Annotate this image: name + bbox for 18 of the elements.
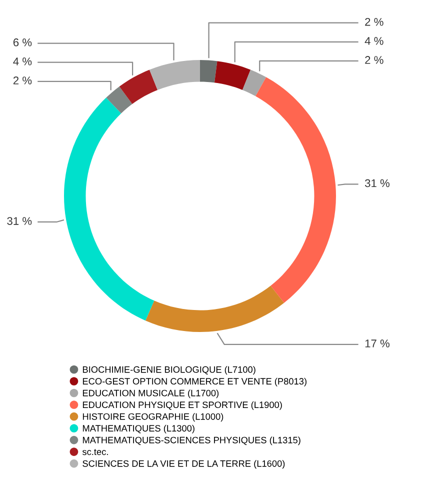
- data-label: 2 %: [13, 76, 32, 84]
- data-label: 31 %: [364, 179, 390, 188]
- data-label: 2 %: [365, 56, 384, 64]
- legend-label: BIOCHIMIE-GENIE BIOLOGIQUE (L7100): [82, 366, 256, 375]
- legend-label: EDUCATION MUSICALE (L1700): [82, 390, 219, 398]
- legend-label: SCIENCES DE LA VIE ET DE LA TERRE (L1600): [82, 460, 285, 469]
- legend-label: MATHEMATIQUES-SCIENCES PHYSIQUES (L1315): [82, 436, 300, 446]
- data-label: 4 %: [364, 37, 384, 45]
- data-label: 6 %: [13, 38, 32, 46]
- legend-label: MATHEMATIQUES (L1300): [82, 424, 194, 434]
- data-label: 4 %: [13, 58, 32, 66]
- data-label: 31 %: [7, 217, 32, 225]
- data-label: 17 %: [365, 340, 390, 348]
- legend-label: sc.tec.: [82, 449, 108, 456]
- legend-label: ECO-GEST OPTION COMMERCE ET VENTE (P8013): [82, 378, 306, 386]
- data-label: 2 %: [365, 18, 384, 26]
- legend-label: HISTOIRE GEOGRAPHIE (L1000): [82, 413, 224, 422]
- legend-label: EDUCATION PHYSIQUE ET SPORTIVE (L1900): [82, 401, 282, 410]
